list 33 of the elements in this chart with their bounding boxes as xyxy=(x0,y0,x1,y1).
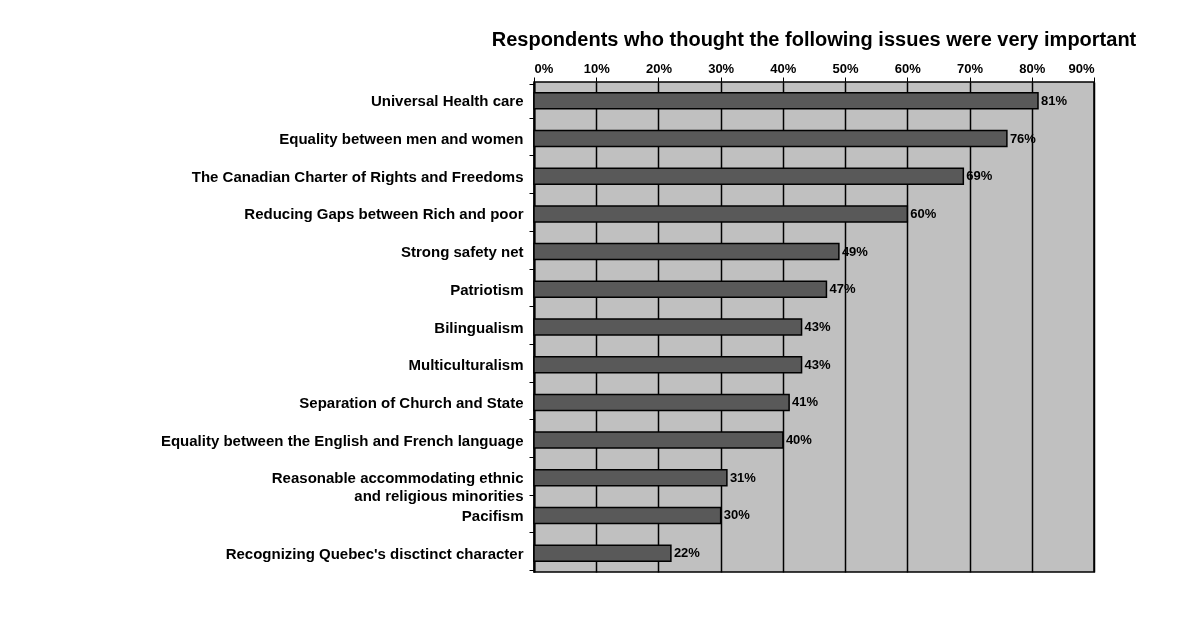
y-tick-label: Recognizing Quebec's disctinct character xyxy=(225,544,524,562)
data-label: 43% xyxy=(804,356,832,372)
x-tick-label: 90% xyxy=(1068,60,1095,76)
y-tick-label: Reasonable accommodating ethnic and religious minorities xyxy=(271,469,524,505)
y-tick-label: Bilingualism xyxy=(434,318,524,336)
y-tick-label: Strong safety net xyxy=(400,243,524,261)
x-tick-label: 20% xyxy=(645,60,673,76)
y-tick-label: Separation of Church and State xyxy=(299,393,524,411)
chart-title: Respondents who thought the following issues were very important xyxy=(491,28,1137,50)
data-label: 40% xyxy=(785,432,813,448)
x-tick-label: 60% xyxy=(894,60,922,76)
x-tick-label: 80% xyxy=(1019,60,1046,76)
x-tick-label: 40% xyxy=(770,60,797,76)
x-tick-label: 10% xyxy=(583,60,611,76)
data-label: 31% xyxy=(729,469,757,485)
y-tick-label: Patriotism xyxy=(450,280,524,298)
y-tick-label: The Canadian Charter of Rights and Freedoms xyxy=(191,167,524,185)
y-tick-label: Reducing Gaps between Rich and poor xyxy=(244,205,524,223)
y-tick-label: Pacifism xyxy=(461,506,524,524)
y-tick-label: Universal Health care xyxy=(370,92,524,110)
data-label: 41% xyxy=(792,394,819,410)
data-label: 81% xyxy=(1041,92,1068,108)
y-tick-label: Multiculturalism xyxy=(408,356,524,374)
x-tick-label: 70% xyxy=(957,60,984,76)
data-label: 22% xyxy=(673,545,701,561)
data-label: 60% xyxy=(910,205,937,221)
data-label: 30% xyxy=(723,507,751,523)
data-label: 43% xyxy=(804,319,832,334)
x-tick-label: 50% xyxy=(832,60,860,76)
y-tick-label: Equality between men and women xyxy=(279,130,524,148)
x-tick-label: 0% xyxy=(534,60,554,76)
y-tick-label: Equality between the English and French language xyxy=(160,431,524,449)
x-tick-label: 30% xyxy=(708,60,735,76)
